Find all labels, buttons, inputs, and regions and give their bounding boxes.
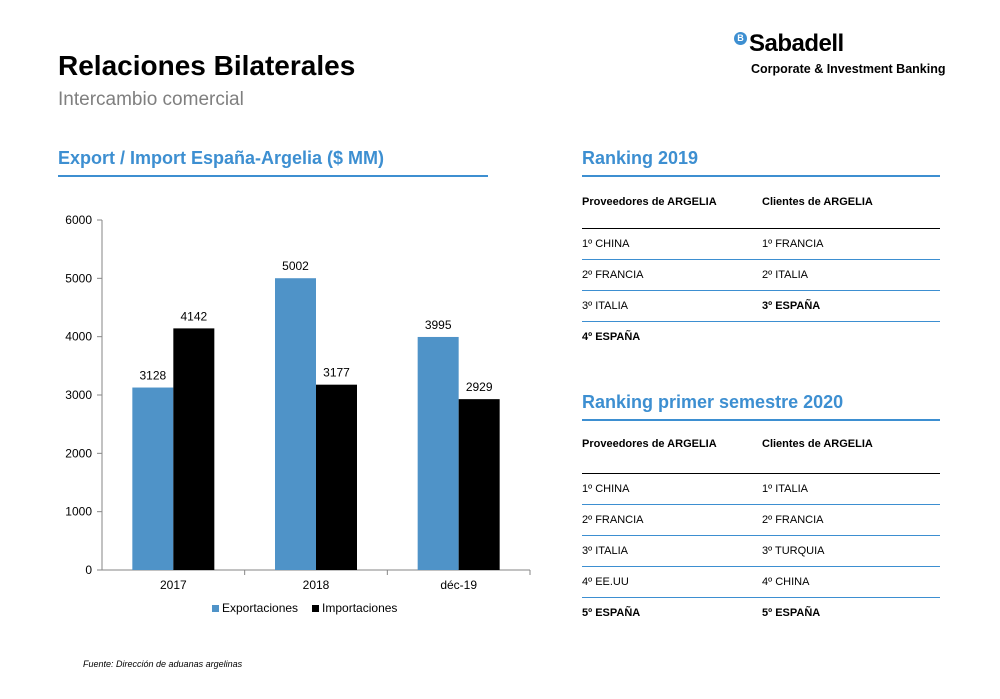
- row-divider: [582, 535, 940, 536]
- cell-proveedor: 1º CHINA: [582, 238, 630, 250]
- chart-section-rule: [58, 175, 488, 177]
- bar-data-label: 3995: [425, 318, 452, 332]
- cell-proveedor-espana: 5º ESPAÑA: [582, 607, 641, 619]
- ranking-2020-table: Proveedores de ARGELIA Clientes de ARGEL…: [582, 429, 940, 628]
- table-divider: [582, 473, 940, 474]
- header-proveedores: Proveedores de ARGELIA: [582, 438, 717, 450]
- bar-data-label: 2929: [466, 380, 493, 394]
- table-row: 1º CHINA 1º ITALIA: [582, 474, 940, 504]
- cell-proveedor: 4º EE.UU: [582, 576, 629, 588]
- x-tick-label: 2017: [160, 578, 187, 592]
- cell-cliente: 1º ITALIA: [762, 483, 808, 495]
- cell-proveedor: 2º FRANCIA: [582, 514, 644, 526]
- cell-cliente-espana: 5º ESPAÑA: [762, 607, 821, 619]
- logo-tagline: Corporate & Investment Banking: [751, 62, 946, 76]
- row-divider: [582, 290, 940, 291]
- page-subtitle: Intercambio comercial: [58, 89, 244, 110]
- bar-exports: [417, 336, 459, 570]
- table-row: 3º ITALIA 3º ESPAÑA: [582, 291, 940, 321]
- bar-imports: [458, 399, 500, 570]
- chart-legend: Exportaciones Importaciones: [212, 601, 397, 615]
- y-tick-label: 6000: [65, 213, 92, 227]
- bar-data-label: 3177: [323, 366, 350, 380]
- table-row: 4º EE.UU 4º CHINA: [582, 567, 940, 597]
- cell-cliente: 2º FRANCIA: [762, 514, 824, 526]
- x-tick-label: déc-19: [440, 578, 477, 592]
- cell-cliente: 3º TURQUIA: [762, 545, 825, 557]
- logo-name: Sabadell: [749, 30, 844, 57]
- export-import-bar-chart: 0 1000 2000 3000 4000 5000 6000 2017 3128 4142 201…: [65, 213, 531, 592]
- y-tick-label: 3000: [65, 388, 92, 402]
- legend-label-imports: Importaciones: [322, 601, 398, 615]
- bar-exports: [275, 278, 316, 570]
- ranking-2019-rule: [582, 175, 940, 177]
- table-row: 1º CHINA 1º FRANCIA: [582, 229, 940, 259]
- cell-cliente: 4º CHINA: [762, 576, 810, 588]
- y-tick-label: 2000: [65, 446, 92, 460]
- bar-data-label: 5002: [282, 259, 309, 273]
- bar-imports: [316, 384, 357, 570]
- table-divider: [582, 228, 940, 229]
- table-row: 2º FRANCIA 2º ITALIA: [582, 260, 940, 290]
- y-tick-label: 4000: [65, 330, 92, 344]
- y-tick-label: 0: [85, 563, 92, 577]
- y-tick-label: 5000: [65, 271, 92, 285]
- cell-proveedor: 2º FRANCIA: [582, 269, 644, 281]
- row-divider: [582, 259, 940, 260]
- row-divider: [582, 321, 940, 322]
- row-divider: [582, 504, 940, 505]
- chart-section-title: Export / Import España-Argelia ($ MM): [58, 148, 385, 168]
- ranking-2020-header: Proveedores de ARGELIA Clientes de ARGEL…: [582, 429, 940, 459]
- bar-exports: [132, 387, 174, 570]
- table-row: 4º ESPAÑA: [582, 322, 940, 352]
- cell-proveedor: 3º ITALIA: [582, 300, 628, 312]
- header-proveedores: Proveedores de ARGELIA: [582, 196, 717, 208]
- bar-data-label: 3128: [139, 369, 166, 383]
- x-tick-label: 2018: [303, 578, 330, 592]
- cell-cliente-espana: 3º ESPAÑA: [762, 300, 821, 312]
- cell-proveedor: 1º CHINA: [582, 483, 630, 495]
- cell-cliente: 2º ITALIA: [762, 269, 808, 281]
- cell-cliente: 1º FRANCIA: [762, 238, 824, 250]
- bar-imports: [173, 328, 215, 570]
- ranking-2019-title: Ranking 2019: [582, 148, 699, 168]
- ranking-2020-title: Ranking primer semestre 2020: [582, 392, 844, 412]
- bar-data-label: 4142: [180, 309, 207, 323]
- table-row: 3º ITALIA 3º TURQUIA: [582, 536, 940, 566]
- table-row: 2º FRANCIA 2º FRANCIA: [582, 505, 940, 535]
- legend-swatch-imports: [312, 604, 320, 612]
- table-row: 5º ESPAÑA 5º ESPAÑA: [582, 598, 940, 628]
- legend-item-imports: Importaciones: [312, 601, 397, 615]
- header-clientes: Clientes de ARGELIA: [762, 438, 873, 450]
- legend-swatch-exports: [212, 604, 219, 612]
- cell-proveedor-espana: 4º ESPAÑA: [582, 331, 641, 343]
- header-clientes: Clientes de ARGELIA: [762, 196, 873, 208]
- ranking-2019-table: Proveedores de ARGELIA Clientes de ARGEL…: [582, 187, 940, 352]
- source-note: Fuente: Dirección de aduanas argelinas: [83, 659, 243, 669]
- cell-proveedor: 3º ITALIA: [582, 545, 628, 557]
- row-divider: [582, 566, 940, 567]
- ranking-2020-rule: [582, 419, 940, 421]
- row-divider: [582, 597, 940, 598]
- legend-label-exports: Exportaciones: [222, 601, 299, 615]
- page-title: Relaciones Bilaterales: [58, 50, 356, 81]
- legend-item-exports: Exportaciones: [212, 601, 298, 615]
- ranking-2019-header: Proveedores de ARGELIA Clientes de ARGEL…: [582, 187, 940, 217]
- y-tick-label: 1000: [65, 505, 92, 519]
- sabadell-logo-icon: B: [734, 32, 747, 45]
